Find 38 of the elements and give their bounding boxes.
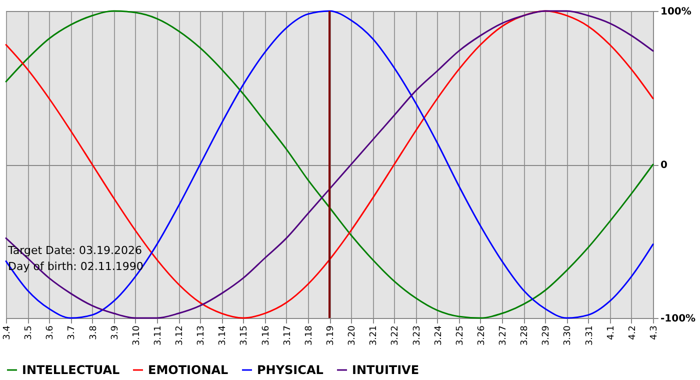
legend-label: INTELLECTUAL (22, 363, 120, 377)
x-tick-label: 3.13 (196, 326, 207, 346)
y-tick-label: 100% (660, 6, 692, 18)
x-tick-label: 3.18 (304, 325, 314, 346)
legend-label: EMOTIONAL (148, 363, 229, 377)
x-tick-label: 3.20 (348, 325, 358, 346)
x-tick-label: 3.14 (218, 325, 228, 346)
x-tick-label: 3.19 (326, 325, 336, 346)
x-tick-label: 3.25 (455, 326, 466, 346)
x-tick-label: 3.15 (240, 326, 250, 346)
x-tick-label: 3.26 (476, 325, 487, 346)
x-tick-label: 3.9 (110, 325, 120, 340)
x-tick-label: 3.7 (67, 326, 78, 340)
x-tick-label: 3.6 (46, 325, 56, 340)
x-tick-label: 3.12 (175, 326, 186, 346)
x-tick-label: 3.31 (584, 326, 595, 346)
x-tick-label: 3.4 (2, 325, 12, 340)
y-tick-label: -100% (660, 314, 696, 324)
legend-label: PHYSICAL (257, 363, 324, 377)
x-tick-label: 3.29 (542, 325, 552, 346)
x-tick-label: 3.21 (369, 326, 380, 346)
x-tick-label: 3.28 (520, 325, 530, 346)
x-tick-label: 4.2 (628, 326, 638, 340)
x-tick-label: 4.1 (606, 326, 616, 340)
y-tick-label: 0 (660, 160, 668, 171)
x-tick-label: 3.27 (498, 326, 509, 346)
x-tick-label: 3.10 (132, 325, 142, 346)
legend-label: INTUITIVE (352, 363, 420, 377)
x-tick-label: 3.22 (390, 326, 401, 346)
x-tick-label: 3.24 (434, 325, 444, 346)
x-tick-label: 3.23 (412, 326, 422, 346)
x-tick-label: 3.8 (88, 325, 99, 340)
x-tick-label: 3.11 (153, 326, 164, 346)
x-tick-label: 4.3 (650, 326, 660, 340)
x-tick-label: 3.16 (261, 325, 272, 346)
x-tick-label: 3.17 (282, 326, 293, 346)
x-tick-label: 3.5 (24, 326, 34, 340)
x-tick-label: 3.30 (563, 325, 574, 346)
